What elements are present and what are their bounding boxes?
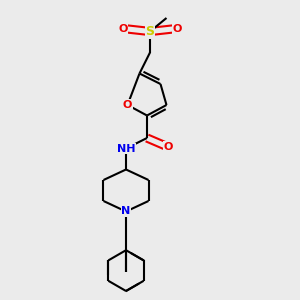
Text: N: N (122, 206, 130, 217)
Text: S: S (146, 25, 154, 38)
Text: O: O (123, 100, 132, 110)
Text: O: O (172, 23, 182, 34)
Text: O: O (163, 142, 173, 152)
Text: NH: NH (117, 143, 135, 154)
Text: O: O (118, 23, 128, 34)
